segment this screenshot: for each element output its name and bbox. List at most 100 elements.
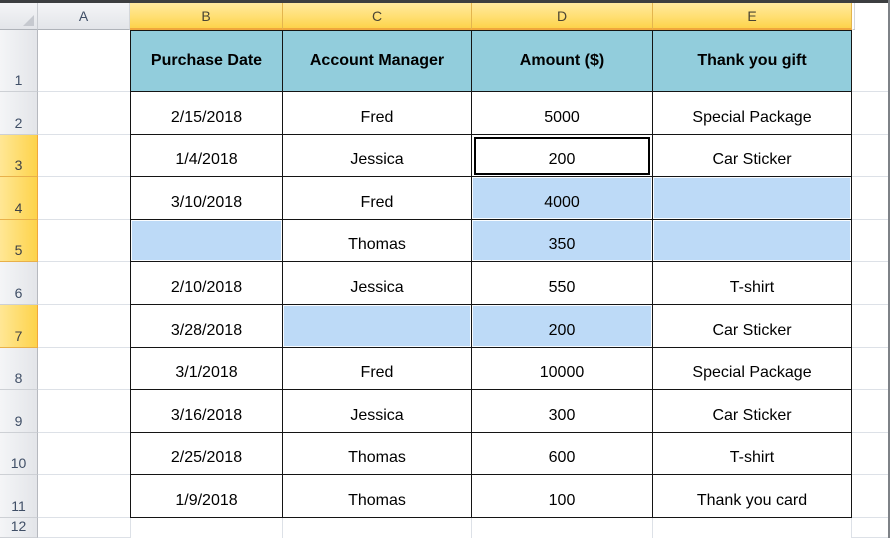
cell-D10[interactable]: 600 (472, 432, 653, 476)
top-strip (0, 0, 888, 3)
row-header-2[interactable]: 2 (0, 92, 38, 135)
sheet-row-8: 8 3/1/2018 Fred 10000 Special Package (0, 347, 888, 391)
cell-A10[interactable] (38, 432, 130, 476)
row-header-10[interactable]: 10 (0, 432, 38, 476)
select-all-corner[interactable] (0, 3, 38, 30)
cell-E10[interactable]: T-shirt (653, 432, 852, 476)
cell-E6[interactable]: T-shirt (653, 262, 852, 305)
cell-E7[interactable]: Car Sticker (653, 304, 852, 348)
cell-E2[interactable]: Special Package (653, 92, 852, 135)
column-header-B[interactable]: B (130, 3, 283, 30)
cell-C11[interactable]: Thomas (283, 475, 472, 518)
cell-C12[interactable] (283, 517, 472, 538)
cell-C3[interactable]: Jessica (283, 134, 472, 178)
cell-C1[interactable]: Account Manager (283, 30, 472, 92)
row-header-3[interactable]: 3 (0, 134, 38, 178)
sheet-row-3: 3 1/4/2018 Jessica 200 Car Sticker (0, 134, 888, 178)
grid-filler (852, 30, 888, 92)
cell-D8[interactable]: 10000 (472, 347, 653, 391)
cell-C10[interactable]: Thomas (283, 432, 472, 476)
row-header-5[interactable]: 5 (0, 219, 38, 263)
cell-D3[interactable]: 200 (472, 134, 653, 178)
row-header-12[interactable]: 12 (0, 517, 38, 538)
grid-filler (852, 517, 888, 538)
cell-D5[interactable]: 350 (472, 219, 653, 263)
cell-C6[interactable]: Jessica (283, 262, 472, 305)
cell-E9[interactable]: Car Sticker (653, 390, 852, 433)
column-header-D[interactable]: D (472, 3, 653, 30)
column-header-C[interactable]: C (283, 3, 472, 30)
row-header-7[interactable]: 7 (0, 304, 38, 348)
cell-E3[interactable]: Car Sticker (653, 134, 852, 178)
row-header-1[interactable]: 1 (0, 30, 38, 92)
cell-B6[interactable]: 2/10/2018 (130, 262, 283, 305)
sheet-row-11: 11 1/9/2018 Thomas 100 Thank you card (0, 475, 888, 518)
cell-E5[interactable] (653, 219, 852, 263)
grid-filler (852, 475, 888, 518)
cell-B11[interactable]: 1/9/2018 (130, 475, 283, 518)
cell-C5[interactable]: Thomas (283, 219, 472, 263)
cell-E11[interactable]: Thank you card (653, 475, 852, 518)
cell-A8[interactable] (38, 347, 130, 391)
column-header-A[interactable]: A (38, 3, 130, 30)
cell-C9[interactable]: Jessica (283, 390, 472, 433)
row-header-8[interactable]: 8 (0, 347, 38, 391)
grid-filler (852, 304, 888, 348)
grid-filler (852, 92, 888, 135)
grid-filler (852, 390, 888, 433)
sheet-row-2: 2 2/15/2018 Fred 5000 Special Package (0, 92, 888, 135)
cell-B8[interactable]: 3/1/2018 (130, 347, 283, 391)
sheet-row-6: 6 2/10/2018 Jessica 550 T-shirt (0, 262, 888, 305)
cell-E4[interactable] (653, 177, 852, 220)
row-header-6[interactable]: 6 (0, 262, 38, 305)
row-header-11[interactable]: 11 (0, 475, 38, 518)
cell-B3[interactable]: 1/4/2018 (130, 134, 283, 178)
cell-D9[interactable]: 300 (472, 390, 653, 433)
sheet-row-10: 10 2/25/2018 Thomas 600 T-shirt (0, 432, 888, 476)
cell-A3[interactable] (38, 134, 130, 178)
cell-C7[interactable] (283, 304, 472, 348)
cell-A11[interactable] (38, 475, 130, 518)
cell-E12[interactable] (653, 517, 852, 538)
cell-B4[interactable]: 3/10/2018 (130, 177, 283, 220)
cell-D1[interactable]: Amount ($) (472, 30, 653, 92)
grid-filler (852, 347, 888, 391)
cell-A5[interactable] (38, 219, 130, 263)
cell-B12[interactable] (130, 517, 283, 538)
cell-B2[interactable]: 2/15/2018 (130, 92, 283, 135)
sheet-row-7: 7 3/28/2018 200 Car Sticker (0, 304, 888, 348)
cell-B10[interactable]: 2/25/2018 (130, 432, 283, 476)
cell-B5[interactable] (130, 219, 283, 263)
grid-filler (852, 432, 888, 476)
cell-A12[interactable] (38, 517, 130, 538)
column-header-filler (852, 3, 855, 30)
cell-A7[interactable] (38, 304, 130, 348)
row-header-4[interactable]: 4 (0, 177, 38, 220)
cell-B7[interactable]: 3/28/2018 (130, 304, 283, 348)
cell-C8[interactable]: Fred (283, 347, 472, 391)
sheet-row-9: 9 3/16/2018 Jessica 300 Car Sticker (0, 390, 888, 433)
cell-A4[interactable] (38, 177, 130, 220)
cell-B9[interactable]: 3/16/2018 (130, 390, 283, 433)
cell-D6[interactable]: 550 (472, 262, 653, 305)
cell-A9[interactable] (38, 390, 130, 433)
cell-C4[interactable]: Fred (283, 177, 472, 220)
cell-E1[interactable]: Thank you gift (653, 30, 852, 92)
cell-B1[interactable]: Purchase Date (130, 30, 283, 92)
cell-D11[interactable]: 100 (472, 475, 653, 518)
cell-D2[interactable]: 5000 (472, 92, 653, 135)
cell-E8[interactable]: Special Package (653, 347, 852, 391)
sheet-row-4: 4 3/10/2018 Fred 4000 (0, 177, 888, 220)
row-header-9[interactable]: 9 (0, 390, 38, 433)
cell-D12[interactable] (472, 517, 653, 538)
cell-A6[interactable] (38, 262, 130, 305)
cell-C2[interactable]: Fred (283, 92, 472, 135)
cell-A2[interactable] (38, 92, 130, 135)
cell-D4[interactable]: 4000 (472, 177, 653, 220)
cell-A1[interactable] (38, 30, 130, 92)
sheet-row-12: 12 (0, 517, 888, 538)
grid-filler (852, 177, 888, 220)
column-header-E[interactable]: E (653, 3, 852, 30)
cell-D7[interactable]: 200 (472, 304, 653, 348)
